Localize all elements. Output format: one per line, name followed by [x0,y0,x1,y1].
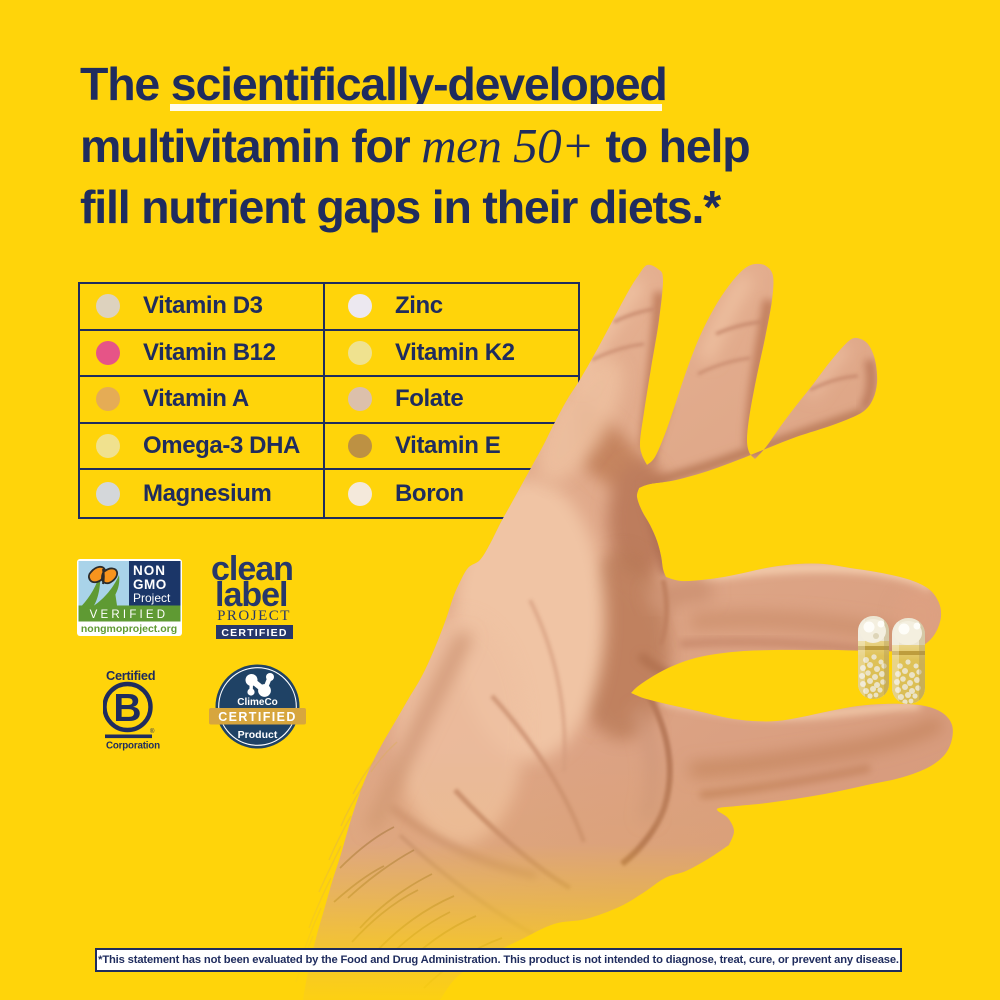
svg-text:Certified: Certified [106,668,155,683]
svg-text:®: ® [150,728,155,735]
svg-text:label: label [215,576,287,614]
svg-text:NON: NON [133,563,166,578]
svg-text:B: B [113,687,141,730]
svg-text:nongmoproject.org: nongmoproject.org [81,623,177,635]
svg-text:Project: Project [133,591,171,605]
svg-text:Product: Product [238,729,278,741]
svg-text:CERTIFIED: CERTIFIED [221,627,287,639]
svg-text:VERIFIED: VERIFIED [90,609,169,621]
svg-text:ClimeCo: ClimeCo [237,697,278,708]
svg-text:CERTIFIED: CERTIFIED [218,710,297,724]
svg-text:PROJECT: PROJECT [217,608,291,624]
svg-text:clean: clean [211,550,293,588]
svg-text:Corporation: Corporation [106,741,160,752]
svg-text:GMO: GMO [133,577,167,592]
